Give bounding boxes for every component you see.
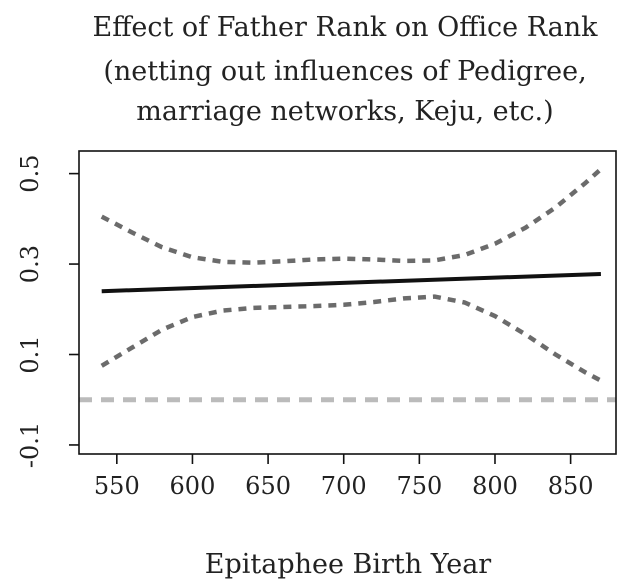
y-tick-label: -0.1 xyxy=(16,422,44,468)
y-tick-label: 0.1 xyxy=(16,335,44,373)
x-tick-label: 750 xyxy=(396,472,442,500)
x-tick-label: 600 xyxy=(170,472,216,500)
chart-title-line-1: Effect of Father Rank on Office Rank xyxy=(93,12,599,43)
y-tick-label: 0.3 xyxy=(16,245,44,283)
x-axis: 550 600 650 700 750 800 850 xyxy=(94,454,594,500)
series-line-upper xyxy=(100,167,603,265)
chart-title-line-3: marriage networks, Keju, etc.) xyxy=(136,96,553,127)
x-tick-label: 650 xyxy=(245,472,291,500)
series-line-estimate xyxy=(101,272,601,294)
x-tick-label: 550 xyxy=(94,472,140,500)
chart-title: Effect of Father Rank on Office Rank (ne… xyxy=(93,12,599,127)
plot-area xyxy=(78,150,617,455)
x-tick-label: 700 xyxy=(321,472,367,500)
x-tick-label: 800 xyxy=(472,472,518,500)
y-axis: -0.1 0.1 0.3 0.5 xyxy=(16,155,79,468)
chart-title-line-2: (netting out influences of Pedigree, xyxy=(103,56,586,87)
x-axis-label: Epitaphee Birth Year xyxy=(205,549,492,580)
x-tick-label: 850 xyxy=(548,472,594,500)
series-line-lower xyxy=(100,294,602,383)
y-tick-label: 0.5 xyxy=(16,155,44,193)
plot-border xyxy=(78,150,617,455)
